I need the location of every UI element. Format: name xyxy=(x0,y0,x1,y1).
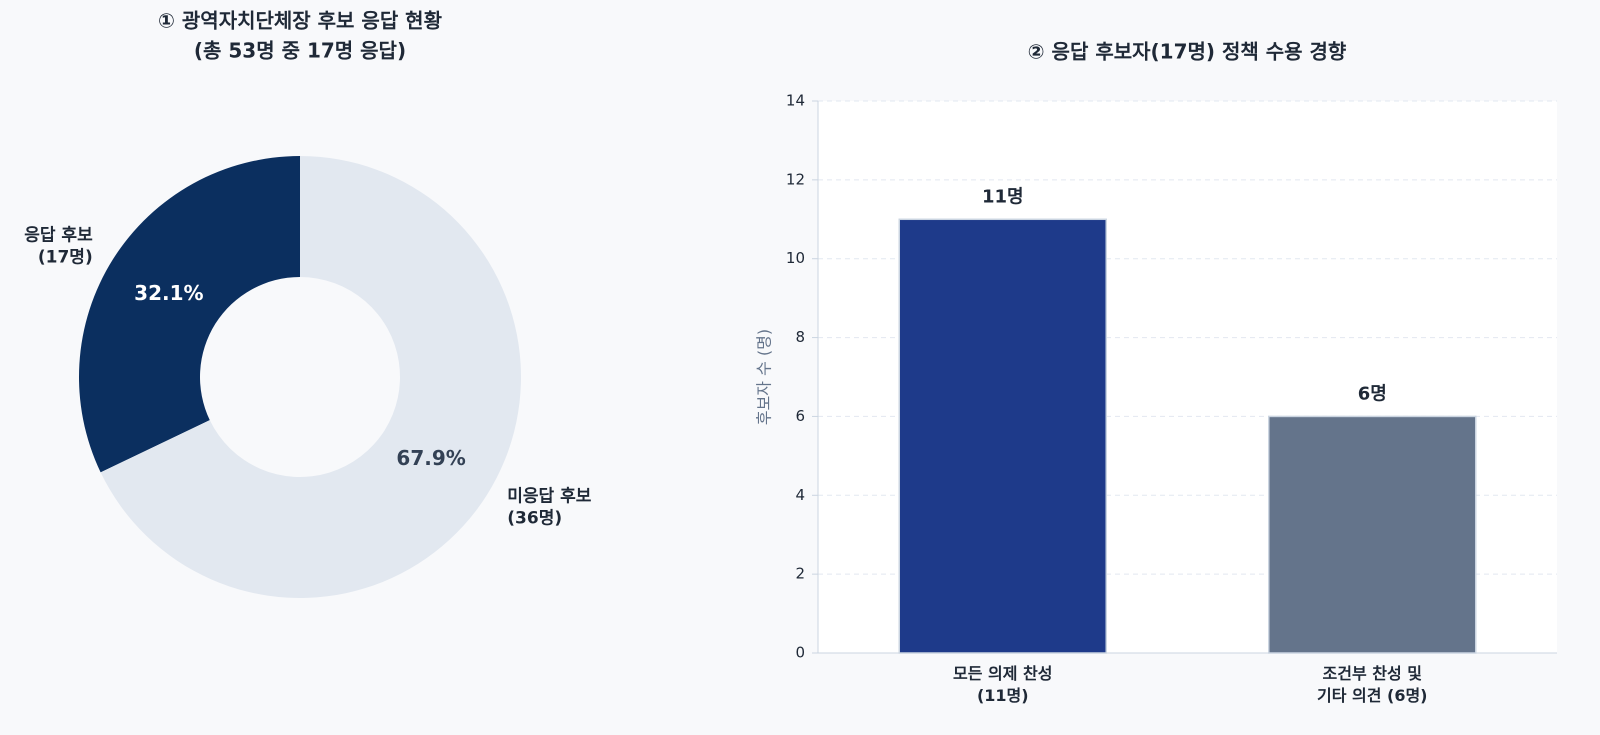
y-tick-label: 0 xyxy=(795,644,805,662)
bar-value-label: 6명 xyxy=(1358,383,1387,404)
y-tick-label: 10 xyxy=(786,249,805,267)
y-tick-label: 14 xyxy=(786,92,805,110)
chart-title: (총 53명 중 17명 응답) xyxy=(194,39,406,63)
slice-label: 응답 후보 (17명) xyxy=(24,224,93,267)
slice-label: 미응답 후보 (36명) xyxy=(507,486,591,529)
slice-value-label: 67.9% xyxy=(396,446,465,470)
y-tick-label: 2 xyxy=(795,565,805,583)
slice-value-label: 32.1% xyxy=(134,281,203,305)
bar-value-label: 11명 xyxy=(982,186,1024,207)
pie-slice xyxy=(79,156,301,473)
bar xyxy=(1268,415,1477,654)
y-axis-label: 후보자 수 (명) xyxy=(755,329,774,425)
x-tick-label: 모든 의제 찬성 (11명) xyxy=(953,664,1052,705)
y-tick-label: 4 xyxy=(795,486,805,504)
y-tick-label: 6 xyxy=(795,407,805,425)
x-tick-label: 조건부 찬성 및 기타 의견 (6명) xyxy=(1317,664,1428,705)
chart-title: ① 광역자치단체장 후보 응답 현황 xyxy=(158,9,443,33)
chart-title: ② 응답 후보자(17명) 정책 수용 경향 xyxy=(1028,40,1347,64)
y-tick-label: 8 xyxy=(795,328,805,346)
pie-slice xyxy=(100,156,522,598)
bar xyxy=(898,218,1107,654)
y-tick-label: 12 xyxy=(786,170,805,188)
